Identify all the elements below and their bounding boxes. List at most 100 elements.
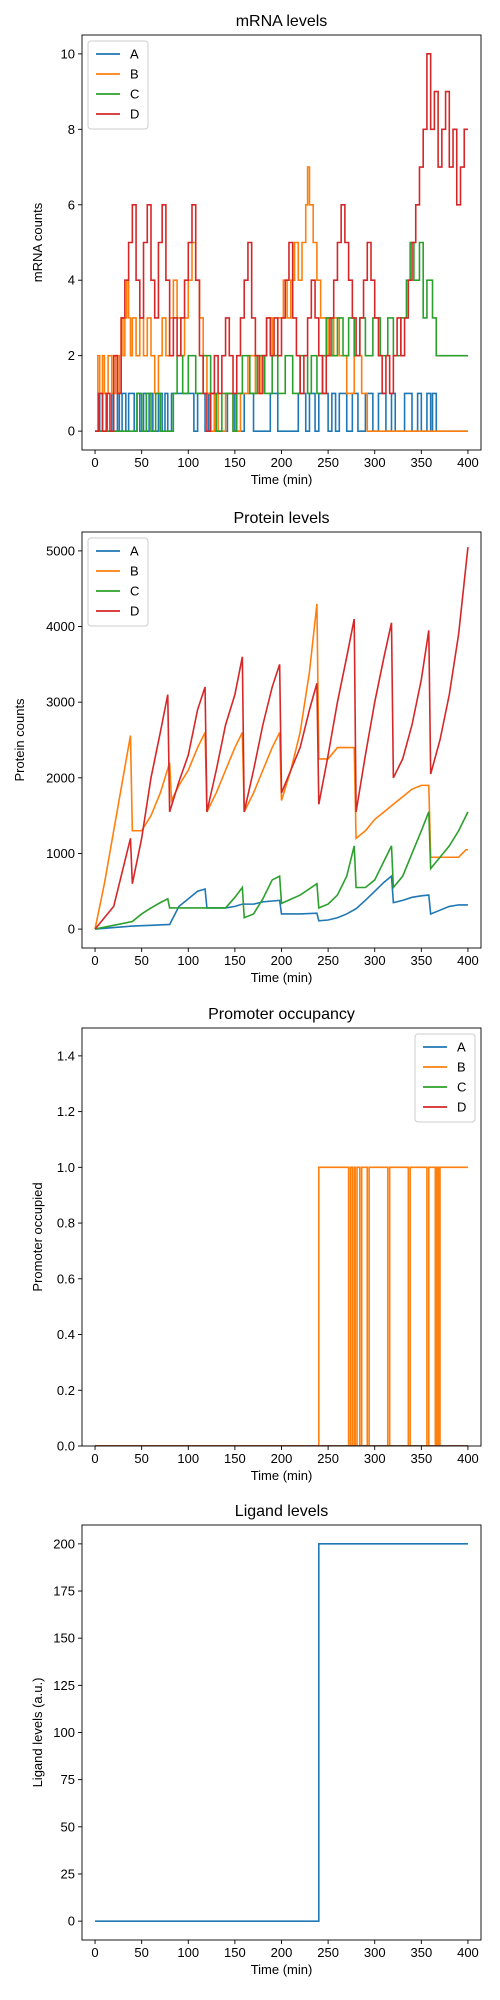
chart-title: mRNA levels <box>236 13 328 30</box>
y-tick-label: 125 <box>53 1678 75 1693</box>
y-tick-label: 1.2 <box>57 1104 75 1119</box>
chart-title: Ligand levels <box>235 1503 328 1520</box>
chart-title: Promoter occupancy <box>208 1006 355 1023</box>
x-axis-label: Time (min) <box>251 1468 313 1483</box>
x-tick-label: 50 <box>134 953 148 968</box>
x-tick-label: 200 <box>271 1451 293 1466</box>
y-tick-label: 150 <box>53 1631 75 1646</box>
x-tick-label: 300 <box>364 1451 386 1466</box>
y-tick-label: 25 <box>61 1866 75 1881</box>
x-tick-label: 250 <box>317 455 339 470</box>
legend-box <box>87 40 149 130</box>
series-group <box>94 547 469 930</box>
y-tick-label: 1.4 <box>57 1048 75 1063</box>
y-tick-label: 50 <box>61 1819 75 1834</box>
y-tick-label: 0.2 <box>57 1383 75 1398</box>
legend-label-c: C <box>130 584 139 599</box>
x-tick-label: 200 <box>271 1945 293 1960</box>
x-tick-label: 100 <box>177 1945 199 1960</box>
x-tick-label: 50 <box>134 1945 148 1960</box>
legend-label-b: B <box>130 564 139 579</box>
x-tick-label: 100 <box>177 1451 199 1466</box>
y-tick-label: 0 <box>68 424 75 439</box>
y-tick-label: 2 <box>68 348 75 363</box>
x-tick-label: 100 <box>177 455 199 470</box>
legend-label-a: A <box>130 544 139 559</box>
y-tick-label: 0 <box>68 1914 75 1929</box>
legend-label-b: B <box>130 67 139 82</box>
y-tick-label: 75 <box>61 1772 75 1787</box>
legend-box <box>87 537 149 627</box>
x-tick-label: 200 <box>271 953 293 968</box>
x-tick-label: 300 <box>364 1945 386 1960</box>
legend-label-d: D <box>130 107 139 122</box>
y-tick-label: 4000 <box>46 619 75 634</box>
x-tick-label: 250 <box>317 953 339 968</box>
y-tick-label: 0.8 <box>57 1216 75 1231</box>
y-tick-label: 0.4 <box>57 1327 75 1342</box>
series-group <box>95 1543 468 1922</box>
y-tick-label: 200 <box>53 1536 75 1551</box>
x-tick-label: 150 <box>224 953 246 968</box>
x-tick-label: 400 <box>457 455 479 470</box>
legend-label-a: A <box>457 1040 466 1055</box>
x-tick-label: 400 <box>457 1945 479 1960</box>
legend-label-c: C <box>130 87 139 102</box>
chart-panel-4: Ligand levels 0 50 100 150 200 250 300 350 400 0 25… <box>30 1503 482 1977</box>
y-tick-label: 100 <box>53 1725 75 1740</box>
y-axis-label: mRNA counts <box>30 202 45 282</box>
x-axis-label: Time (min) <box>251 1962 313 1977</box>
series-line-b <box>95 1166 468 1446</box>
legend-label-a: A <box>130 47 139 62</box>
x-axis-label: Time (min) <box>251 970 313 985</box>
legend-label-c: C <box>457 1080 466 1095</box>
x-axis-label: Time (min) <box>251 472 313 487</box>
y-tick-label: 10 <box>61 46 75 61</box>
x-tick-label: 0 <box>91 1945 98 1960</box>
x-tick-label: 150 <box>224 1945 246 1960</box>
y-tick-label: 2000 <box>46 770 75 785</box>
x-tick-label: 50 <box>134 1451 148 1466</box>
x-tick-label: 150 <box>224 455 246 470</box>
y-tick-label: 1000 <box>46 846 75 861</box>
x-tick-label: 300 <box>364 953 386 968</box>
x-tick-label: 250 <box>317 1451 339 1466</box>
y-tick-label: 4 <box>68 273 75 288</box>
legend-label-d: D <box>130 604 139 619</box>
y-axis-label: Promoter occupied <box>30 1182 45 1291</box>
series-group <box>95 53 468 432</box>
x-tick-label: 50 <box>134 455 148 470</box>
y-axis-label: Protein counts <box>12 698 27 782</box>
chart-panel-3: Promoter occupancy 0 50 100 150 200 250 300 350 4… <box>30 1006 482 1483</box>
legend-box <box>414 1033 476 1123</box>
x-tick-label: 0 <box>91 1451 98 1466</box>
x-tick-label: 400 <box>457 1451 479 1466</box>
series-line-a <box>94 874 468 930</box>
series-line-d <box>94 547 469 930</box>
x-tick-label: 100 <box>177 953 199 968</box>
legend-label-b: B <box>457 1060 466 1075</box>
y-tick-label: 0 <box>68 922 75 937</box>
axes-frame <box>81 1524 482 1941</box>
x-tick-label: 350 <box>410 1945 432 1960</box>
x-tick-label: 200 <box>271 455 293 470</box>
y-tick-label: 5000 <box>46 543 75 558</box>
y-tick-label: 8 <box>68 122 75 137</box>
y-tick-label: 175 <box>53 1584 75 1599</box>
y-tick-label: 3000 <box>46 695 75 710</box>
x-tick-label: 0 <box>91 455 98 470</box>
x-tick-label: 250 <box>317 1945 339 1960</box>
x-tick-label: 150 <box>224 1451 246 1466</box>
x-tick-label: 350 <box>410 1451 432 1466</box>
legend-label-d: D <box>457 1100 466 1115</box>
chart-panel-1: mRNA levels 0 50 100 150 200 250 300 350 400 0 2 4 6 8… <box>30 13 482 487</box>
x-tick-label: 300 <box>364 455 386 470</box>
x-tick-label: 350 <box>410 455 432 470</box>
series-group <box>95 1166 468 1446</box>
chart-title: Protein levels <box>233 510 329 527</box>
